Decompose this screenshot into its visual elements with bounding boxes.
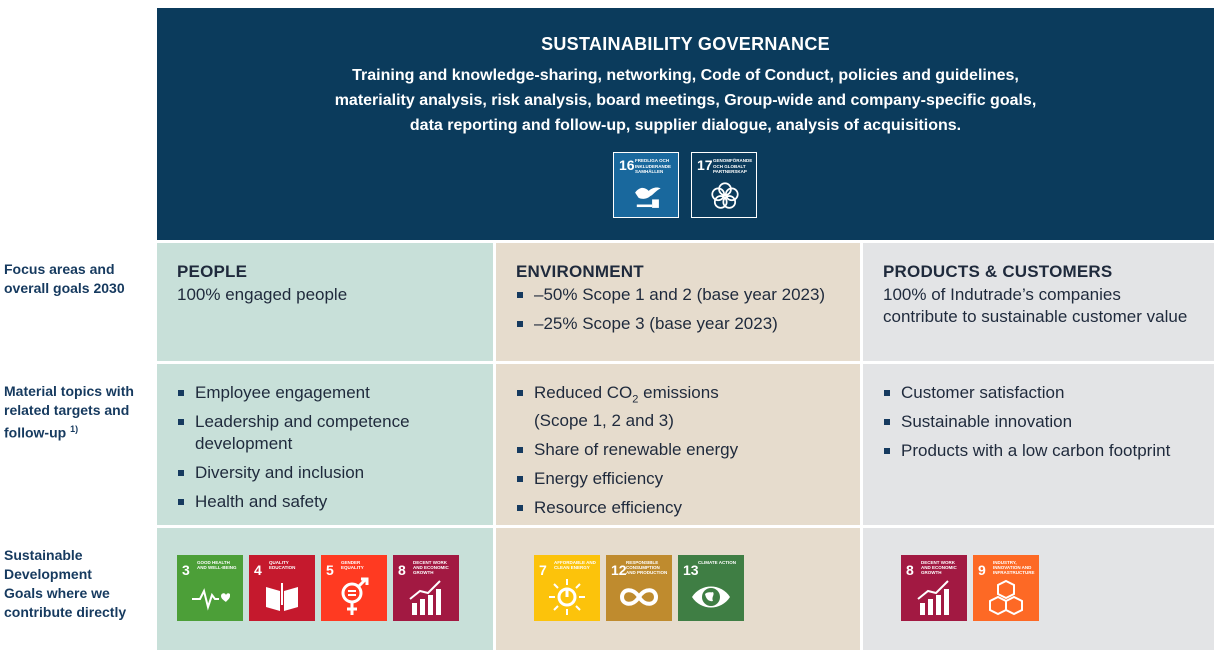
sdg-label: RESPONSIBLE CONSUMPTION AND PRODUCTION [626,560,668,575]
governance-sdg-badges: 16 FREDLIGA OCH INKLUDERANDE SAMHÄLLEN 1… [613,152,757,218]
people-sdg-row: 3 GOOD HEALTH AND WELL-BEING 4 QUALITY E… [177,555,473,621]
growth-chart-icon [917,580,949,615]
governance-description: Training and knowledge-sharing, networki… [157,63,1214,138]
sdg-number: 12 [611,562,627,578]
sdg-number: 8 [398,562,406,578]
sdg-number: 4 [254,562,262,578]
list-item: Energy efficiency [516,468,840,490]
governance-title: SUSTAINABILITY GOVERNANCE [541,34,830,54]
topic-text: Reduced CO [534,383,633,402]
infinity-icon [619,588,659,606]
list-item: Customer satisfaction [883,382,1194,404]
environment-topics-cell: Reduced CO2 emissions (Scope 1, 2 and 3) … [496,364,860,525]
products-title: PRODUCTS & CUSTOMERS [883,262,1113,281]
environment-sdg-row: 7 AFFORDABLE AND CLEAN ENERGY 12 RESPONS… [534,555,822,621]
sdg-label: GENDER EQUALITY [341,560,364,570]
people-sdg-cell: 3 GOOD HEALTH AND WELL-BEING 4 QUALITY E… [157,528,493,650]
governance-banner: SUSTAINABILITY GOVERNANCE Training and k… [157,8,1214,240]
sdg-number: 8 [906,562,914,578]
environment-goal-list: –50% Scope 1 and 2 (base year 2023) –25%… [516,284,840,335]
sdg-label: AFFORDABLE AND CLEAN ENERGY [554,560,596,570]
topic-subscript: 2 [632,393,639,406]
row-label-material-text: Material topics with related targets and… [4,383,134,441]
list-item: Reduced CO2 emissions (Scope 1, 2 and 3) [516,382,840,432]
environment-topic-list: Reduced CO2 emissions (Scope 1, 2 and 3) … [516,382,840,519]
list-item: –25% Scope 3 (base year 2023) [516,313,840,335]
products-goal: 100% of Indutrade’s companies contribute… [883,285,1188,326]
environment-goal-cell: ENVIRONMENT –50% Scope 1 and 2 (base yea… [496,243,860,361]
environment-title: ENVIRONMENT [516,262,644,281]
products-sdg-row: 8 DECENT WORK AND ECONOMIC GROWTH 9 INDU… [901,555,1176,621]
list-item: Sustainable innovation [883,411,1194,433]
sdg-4-tile: 4 QUALITY EDUCATION [249,555,315,621]
products-topics-cell: Customer satisfaction Sustainable innova… [863,364,1214,525]
flower-rings-icon [711,182,739,209]
sdg-8-tile: 8 DECENT WORK AND ECONOMIC GROWTH [901,555,967,621]
sdg-label: GOOD HEALTH AND WELL-BEING [197,560,237,570]
governance-line-3: data reporting and follow-up, supplier d… [409,117,962,134]
products-sdg-cell: 8 DECENT WORK AND ECONOMIC GROWTH 9 INDU… [863,528,1214,650]
book-icon [266,583,298,611]
sdg-label: QUALITY EDUCATION [269,560,296,570]
sdg-number: 9 [978,562,986,578]
sdg-number: 5 [326,562,334,578]
sdg-number: 16 [619,157,635,173]
sdg-17-badge: 17 GENOMFÖRANDE OCH GLOBALT PARTNERSKAP [691,152,757,218]
sdg-number: 17 [697,157,713,173]
sdg-8-tile: 8 DECENT WORK AND ECONOMIC GROWTH [393,555,459,621]
governance-line-2: materiality analysis, risk analysis, boa… [334,92,1037,109]
list-item: Diversity and inclusion [177,462,473,484]
people-topic-list: Employee engagement Leadership and compe… [177,382,473,513]
sdg-label: FREDLIGA OCH INKLUDERANDE SAMHÄLLEN [635,158,671,174]
list-item: –50% Scope 1 and 2 (base year 2023) [516,284,840,306]
heartbeat-icon [192,588,230,611]
list-item: Health and safety [177,491,473,513]
row-label-sdg: Sustainable Development Goals where we c… [4,547,127,620]
list-item: Share of renewable energy [516,439,840,461]
sdg-label: DECENT WORK AND ECONOMIC GROWTH [921,560,957,575]
products-topic-list: Customer satisfaction Sustainable innova… [883,382,1194,462]
sdg-7-tile: 7 AFFORDABLE AND CLEAN ENERGY [534,555,600,621]
sdg-9-tile: 9 INDUSTRY, INNOVATION AND INFRASTRUCTUR… [973,555,1039,621]
row-label-material: Material topics with related targets and… [4,382,134,443]
row-label-focus: Focus areas and overall goals 2030 [4,261,125,296]
sdg-number: 13 [683,562,699,578]
cubes-icon [989,579,1023,616]
sdg-label: DECENT WORK AND ECONOMIC GROWTH [413,560,449,575]
governance-line-1: Training and knowledge-sharing, networki… [352,67,1019,84]
sdg-label: INDUSTRY, INNOVATION AND INFRASTRUCTURE [993,560,1035,575]
list-item: Resource efficiency [516,497,840,519]
sdg-3-tile: 3 GOOD HEALTH AND WELL-BEING [177,555,243,621]
sdg-number: 7 [539,562,547,578]
growth-chart-icon [409,580,441,615]
gender-equality-icon [341,577,369,615]
sdg-12-tile: 12 RESPONSIBLE CONSUMPTION AND PRODUCTIO… [606,555,672,621]
sdg-5-tile: 5 GENDER EQUALITY [321,555,387,621]
products-goal-cell: PRODUCTS & CUSTOMERS 100% of Indutrade’s… [863,243,1214,361]
sdg-16-badge: 16 FREDLIGA OCH INKLUDERANDE SAMHÄLLEN [613,152,679,218]
sdg-label: GENOMFÖRANDE OCH GLOBALT PARTNERSKAP [713,158,753,174]
list-item: Products with a low carbon footprint [883,440,1194,462]
sdg-label: CLIMATE ACTION [698,560,736,565]
dove-gavel-icon [635,187,661,208]
people-topics-cell: Employee engagement Leadership and compe… [157,364,493,525]
sun-power-icon [549,579,585,615]
sdg-number: 3 [182,562,190,578]
topic-text: (Scope 1, 2 and 3) [534,411,674,431]
list-item: Employee engagement [177,382,473,404]
list-item: Leadership and competence development [177,411,473,455]
eye-globe-icon [692,586,730,608]
people-goal-cell: PEOPLE 100% engaged people [157,243,493,361]
sdg-13-tile: 13 CLIMATE ACTION [678,555,744,621]
environment-sdg-cell: 7 AFFORDABLE AND CLEAN ENERGY 12 RESPONS… [496,528,860,650]
topic-text: emissions [638,383,719,402]
people-title: PEOPLE [177,262,248,281]
footnote-marker: 1) [70,424,79,434]
people-goal: 100% engaged people [177,285,348,304]
